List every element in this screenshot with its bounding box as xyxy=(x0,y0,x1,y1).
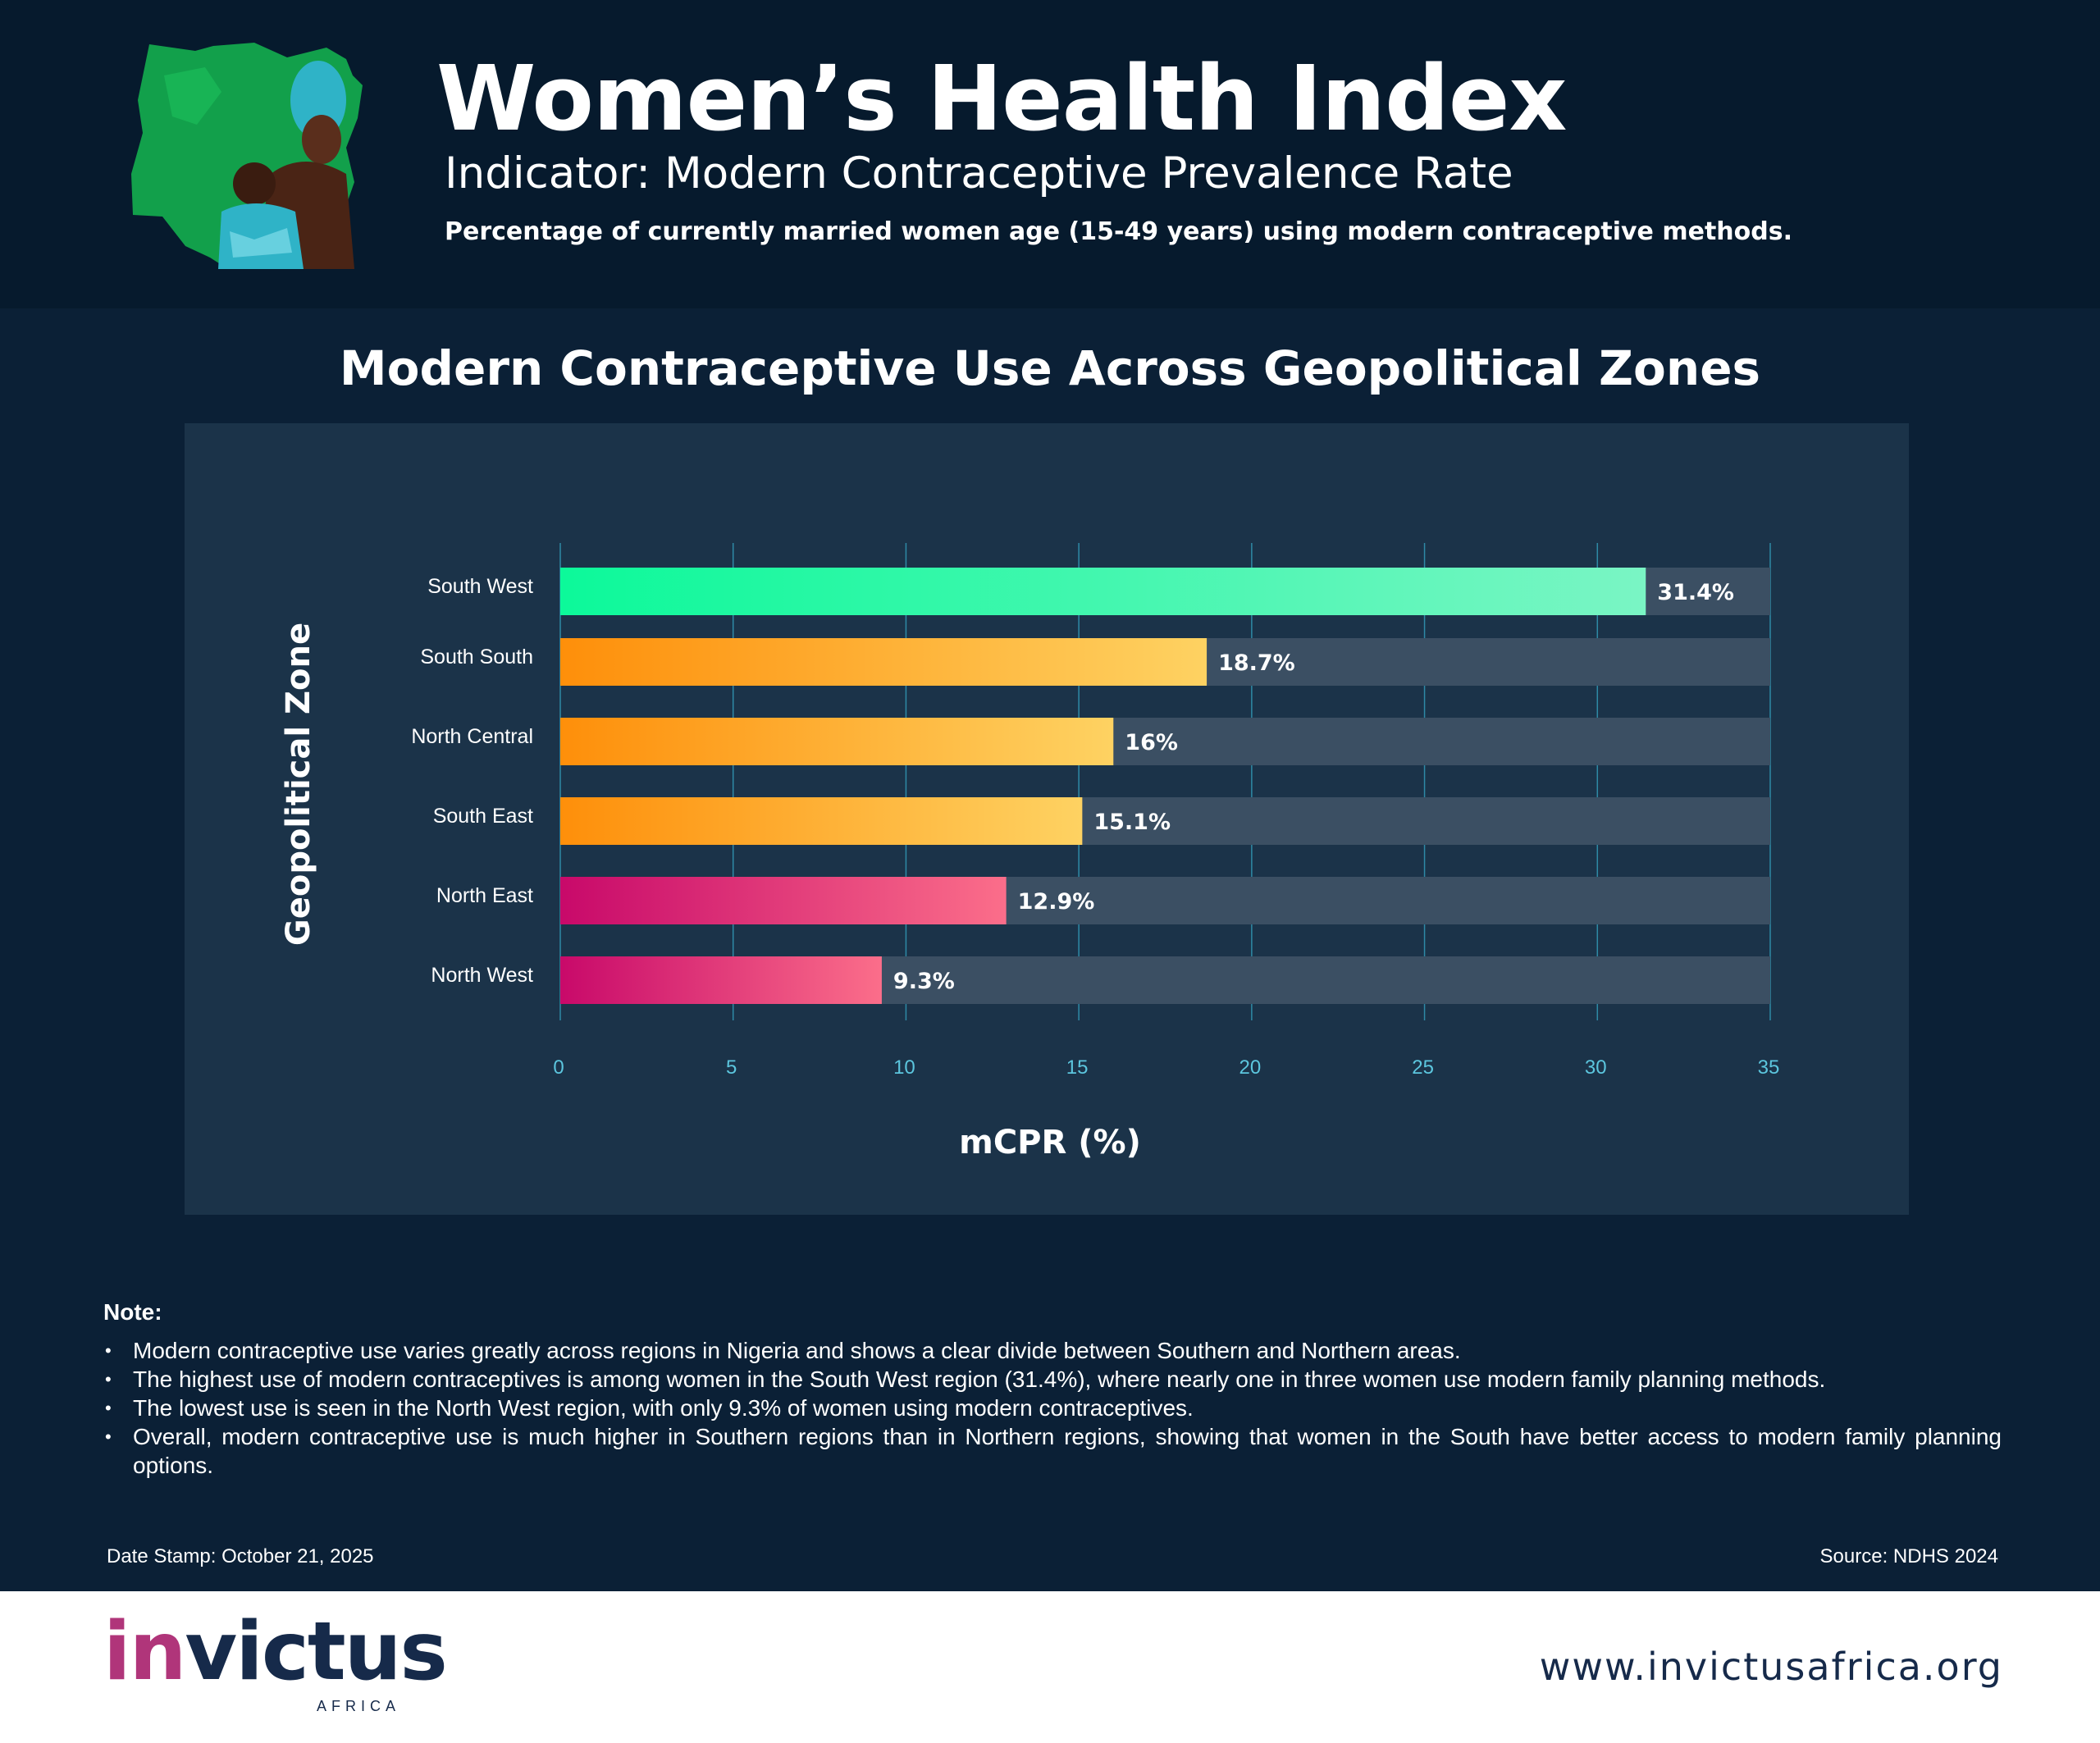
bar xyxy=(560,718,1114,765)
bar xyxy=(560,797,1083,845)
brand-logo-accent: in xyxy=(103,1605,186,1699)
indicator-description: Percentage of currently married women ag… xyxy=(445,217,1792,246)
website-link[interactable]: www.invictusafrica.org xyxy=(1539,1645,2003,1689)
notes-section: Note: Modern contraceptive use varies gr… xyxy=(103,1298,2002,1480)
x-tick-label: 35 xyxy=(1758,1056,1780,1079)
bar-chart: 31.4%18.7%16%15.1%12.9%9.3% South WestSo… xyxy=(280,543,1779,1161)
bar xyxy=(560,568,1646,615)
bar-tracks xyxy=(560,568,1770,1004)
chart-panel: 31.4% 18.7% 16% 15.1% 12.9% 9.3% South West So… xyxy=(185,423,1909,1215)
nigeria-map-mother-child-illustration xyxy=(131,43,363,269)
x-tick-labels: 0 5 10 15 20 25 30 35 xyxy=(553,1056,1779,1079)
indicator-subtitle: Indicator: Modern Contraceptive Prevalen… xyxy=(445,148,1513,198)
category-label: South East xyxy=(433,805,533,828)
source-credit: Source: NDHS 2024 xyxy=(1819,1545,1998,1567)
date-stamp: Date Stamp: October 21, 2025 xyxy=(107,1545,374,1567)
bar-value-label: 9.3% xyxy=(893,969,955,994)
note-item: The highest use of modern contraceptives… xyxy=(103,1365,2002,1394)
notes-heading: Note: xyxy=(103,1299,162,1325)
note-item: Overall, modern contraceptive use is muc… xyxy=(103,1422,2002,1480)
bar xyxy=(560,638,1208,686)
note-item: Modern contraceptive use varies greatly … xyxy=(103,1336,2002,1365)
bar-value-label: 16% xyxy=(1125,730,1178,755)
category-label: North Central xyxy=(411,725,533,748)
bar-value-label: 31.4% xyxy=(1657,580,1734,605)
x-tick-label: 10 xyxy=(893,1056,915,1079)
category-label: North West xyxy=(431,964,533,987)
category-label: South South xyxy=(420,646,533,668)
x-tick-label: 15 xyxy=(1066,1056,1089,1079)
page-title: Women’s Health Index xyxy=(436,46,1567,151)
bar-value-label: 12.9% xyxy=(1018,889,1095,915)
note-item: The lowest use is seen in the North West… xyxy=(103,1394,2002,1422)
brand-logo-subtitle: AFRICA xyxy=(317,1698,401,1714)
x-tick-label: 30 xyxy=(1585,1056,1607,1079)
category-label: South West xyxy=(427,575,533,598)
header-band: Women’s Health Index Indicator: Modern C… xyxy=(0,0,2100,308)
brand-logo-text: victus xyxy=(185,1605,448,1699)
gridlines xyxy=(559,543,1771,1020)
bars xyxy=(560,568,1646,1004)
x-tick-label: 0 xyxy=(553,1056,564,1079)
notes-list: Modern contraceptive use varies greatly … xyxy=(103,1336,2002,1480)
bar-value-label: 18.7% xyxy=(1218,650,1295,676)
bar-value-labels: 31.4% 18.7% 16% 15.1% 12.9% 9.3% xyxy=(893,580,1734,994)
category-labels: South West South South North Central South … xyxy=(411,575,533,987)
x-tick-label: 25 xyxy=(1412,1056,1434,1079)
chart-title: Modern Contraceptive Use Across Geopolit… xyxy=(339,340,1761,396)
bar xyxy=(560,877,1007,924)
x-tick-label: 20 xyxy=(1239,1056,1262,1079)
category-label: North East xyxy=(436,884,533,907)
y-axis-label: Geopolitical Zone xyxy=(280,623,317,946)
bar xyxy=(560,956,882,1004)
bar-value-label: 15.1% xyxy=(1093,810,1171,835)
x-axis-label: mCPR (%) xyxy=(959,1124,1141,1161)
footer-band xyxy=(0,1591,2100,1743)
brand-logo: invictus xyxy=(103,1612,448,1692)
x-tick-label: 5 xyxy=(726,1056,737,1079)
